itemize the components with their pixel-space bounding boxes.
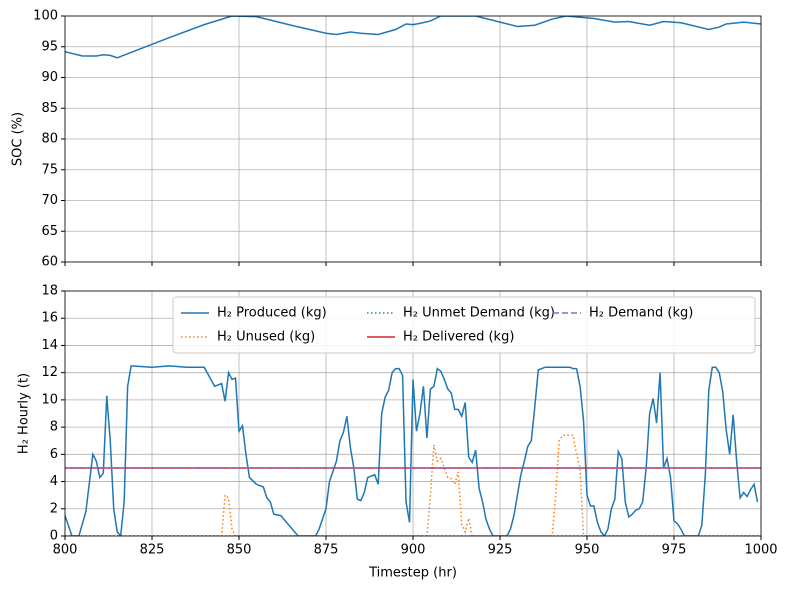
x-tick-label: 975 [662, 543, 687, 558]
y-tick-label: 70 [41, 193, 58, 208]
y-tick-label: 0 [50, 529, 58, 544]
legend-box [172, 296, 756, 354]
y-tick-label: 65 [41, 224, 58, 239]
y-tick-label: 8 [50, 420, 58, 435]
x-tick-label: 900 [401, 543, 426, 558]
y-tick-label: 2 [50, 501, 58, 516]
series-line [65, 16, 761, 59]
x-tick-label: 825 [140, 543, 165, 558]
y-tick-label: 6 [50, 447, 58, 462]
legend-label: H₂ Produced (kg) [217, 306, 327, 321]
y-tick-label: 85 [41, 101, 58, 116]
legend-label: H₂ Delivered (kg) [403, 330, 514, 345]
y-tick-label: 90 [41, 70, 58, 85]
legend-label: H₂ Unused (kg) [217, 330, 315, 345]
y-tick-label: 4 [50, 474, 58, 489]
y-tick-label: 75 [41, 162, 58, 177]
y-tick-label: 100 [33, 9, 58, 24]
legend-label: H₂ Unmet Demand (kg) [403, 306, 555, 321]
series-line [65, 365, 759, 536]
x-tick-label: 800 [53, 543, 78, 558]
y-tick-label: 18 [41, 284, 58, 299]
plot-frame [64, 15, 762, 263]
x-tick-label: 1000 [744, 543, 777, 558]
y-tick-label: 16 [41, 311, 58, 326]
y-tick-label: 95 [41, 39, 58, 54]
y-tick-label: 12 [41, 365, 58, 380]
legend-label: H₂ Demand (kg) [589, 306, 693, 321]
y-tick-label: 60 [41, 255, 58, 270]
y-tick-label: 80 [41, 132, 58, 147]
x-tick-label: 950 [575, 543, 600, 558]
y-tick-label: 10 [41, 392, 58, 407]
plot-frame [64, 290, 762, 537]
x-axis-label: Timestep (hr) [368, 566, 457, 581]
x-tick-label: 925 [488, 543, 513, 558]
x-tick-label: 850 [227, 543, 252, 558]
y-axis-label: H₂ Hourly (t) [17, 373, 32, 454]
y-tick-label: 14 [41, 338, 58, 353]
x-tick-label: 875 [314, 543, 339, 558]
y-axis-label: SOC (%) [11, 112, 26, 166]
